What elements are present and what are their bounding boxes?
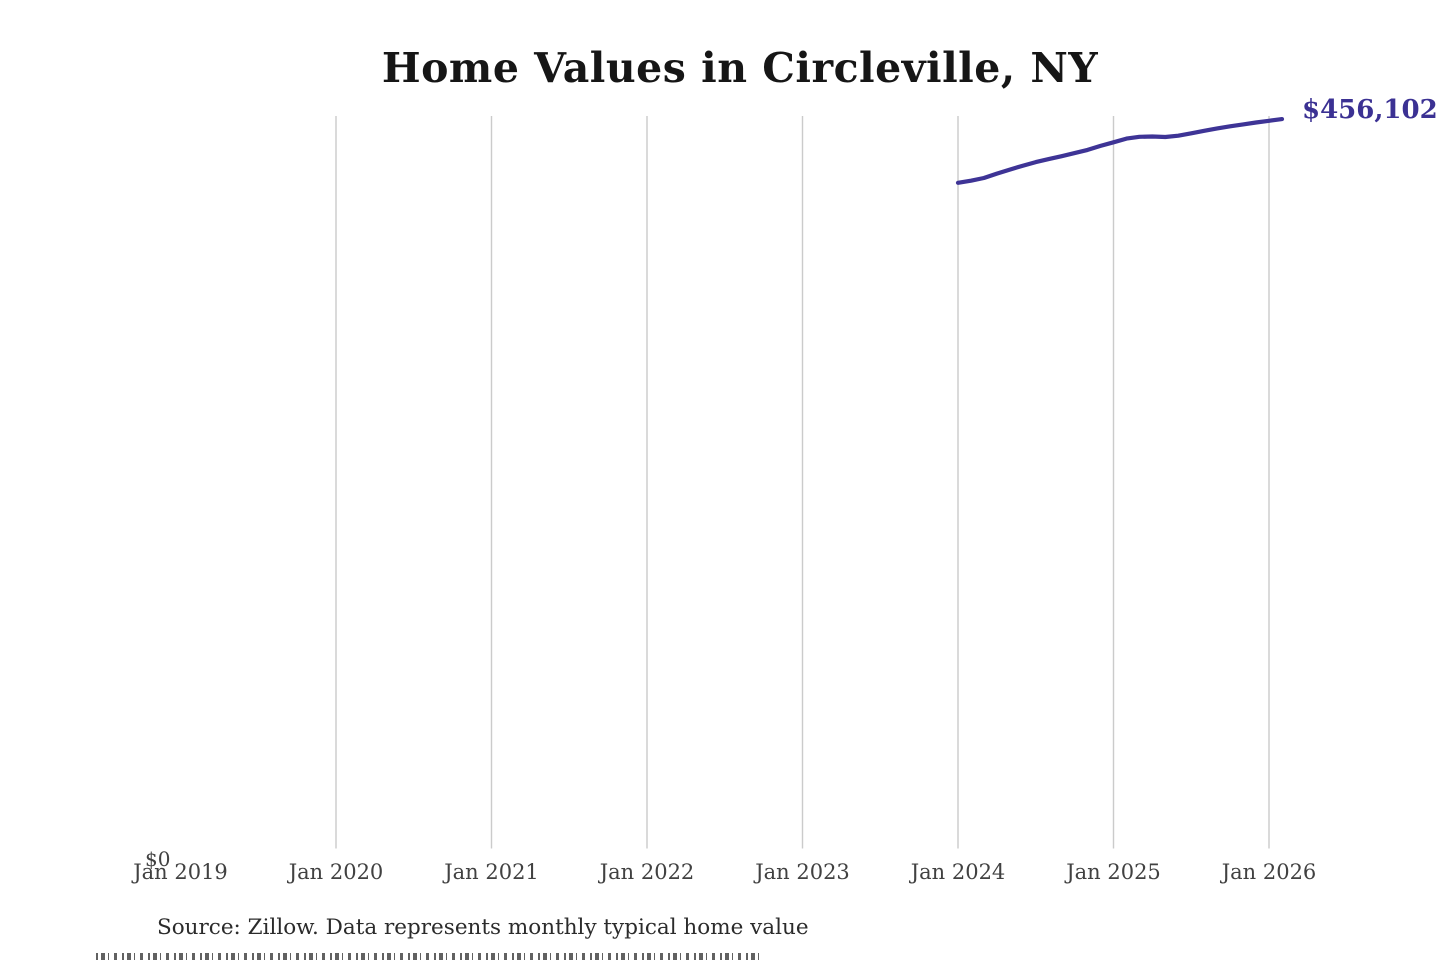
- value-line: [955, 117, 1285, 185]
- y-axis-zero-label: $0: [145, 847, 171, 871]
- gridlines: [335, 116, 1270, 849]
- clipped-text-line: [96, 953, 764, 960]
- latest-value-label: $456,102: [1302, 95, 1438, 125]
- chart-title: Home Values in Circleville, NY: [381, 44, 1099, 92]
- source-note: Source: Zillow. Data represents monthly …: [157, 915, 809, 940]
